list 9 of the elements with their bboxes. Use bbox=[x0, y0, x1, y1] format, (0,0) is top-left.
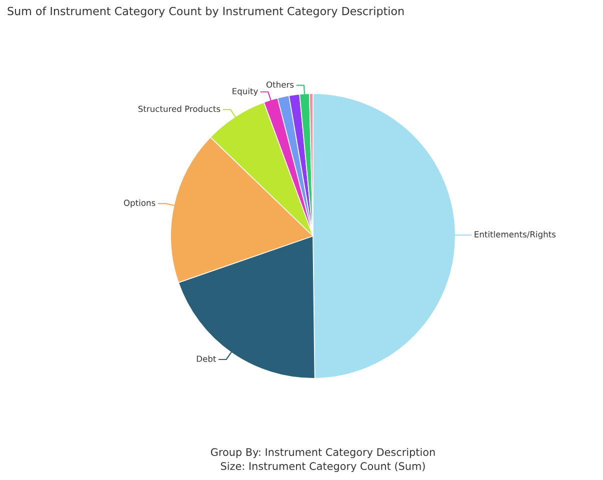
slice-label: Debt bbox=[196, 355, 216, 362]
slice-label: Options bbox=[124, 200, 156, 208]
chart-title: Sum of Instrument Category Count by Instrument Category Description bbox=[8, 6, 404, 18]
text: Size: Instrument Category Count (Sum) bbox=[220, 462, 425, 472]
slice-label: Entitlements/Rights bbox=[474, 231, 556, 240]
text: Group By: Instrument Category Description bbox=[210, 448, 435, 458]
slice-label: Structured Products bbox=[138, 106, 220, 112]
slice-label: Others bbox=[266, 81, 294, 88]
slice-label: Equity bbox=[232, 88, 258, 96]
